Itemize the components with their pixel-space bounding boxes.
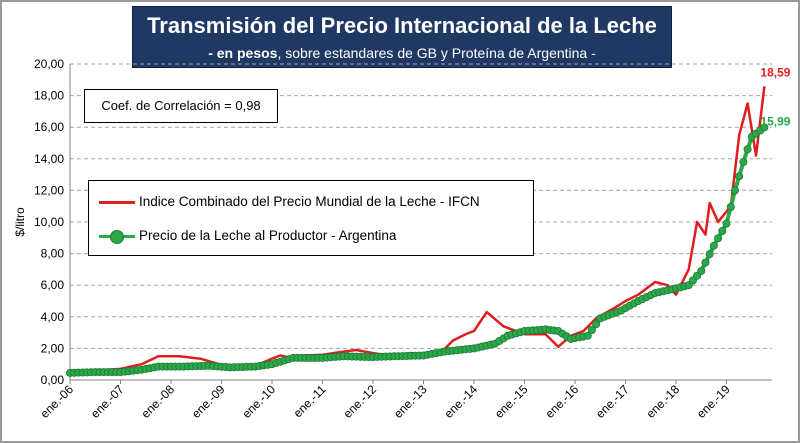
correlation-label: Coef. de Correlación = 0,98 <box>101 98 261 113</box>
y-axis-label: $/litro <box>13 207 27 237</box>
legend-marker-producer <box>110 230 124 244</box>
series-point-producer <box>743 145 752 154</box>
series-point-producer <box>592 320 601 329</box>
x-tick-label: ene.-06 <box>37 382 76 421</box>
legend-label-ifcn: Indice Combinado del Precio Mundial de l… <box>139 194 480 209</box>
chart-subtitle: - en pesos, sobre estandares de GB y Pro… <box>133 45 671 61</box>
y-tick-label: 2,00 <box>41 341 65 355</box>
x-tick-label: ene.-14 <box>441 382 480 421</box>
series-point-producer <box>714 234 723 243</box>
x-tick-label: ene.-18 <box>643 382 682 421</box>
y-tick-label: 16,00 <box>34 120 64 134</box>
correlation-box: Coef. de Correlación = 0,98 <box>84 89 278 123</box>
series-point-producer <box>722 219 731 228</box>
series-point-producer <box>731 186 740 195</box>
end-label-ifcn: 18,59 <box>760 65 790 79</box>
series-point-producer <box>739 157 748 166</box>
subtitle-rest: , sobre estandares de GB y Proteína de A… <box>277 45 596 61</box>
x-tick-label: ene.-17 <box>593 382 632 421</box>
x-tick-label: ene.-16 <box>542 382 581 421</box>
y-tick-label: 12,00 <box>34 183 64 197</box>
y-tick-label: 8,00 <box>41 247 65 261</box>
series-point-producer <box>760 123 769 132</box>
series-point-producer <box>697 266 706 275</box>
x-tick-label: ene.-09 <box>189 382 228 421</box>
x-tick-label: ene.-12 <box>340 382 379 421</box>
y-tick-label: 14,00 <box>34 152 64 166</box>
y-tick-label: 6,00 <box>41 278 65 292</box>
legend-label-producer: Precio de la Leche al Productor - Argent… <box>139 228 397 243</box>
x-tick-label: ene.-07 <box>88 382 127 421</box>
x-tick-label: ene.-13 <box>391 382 430 421</box>
y-tick-label: 18,00 <box>34 89 64 103</box>
y-tick-label: 4,00 <box>41 310 65 324</box>
legend-swatch-ifcn <box>99 201 135 204</box>
subtitle-bold: - en pesos <box>208 45 278 61</box>
y-tick-label: 20,00 <box>34 57 64 71</box>
x-tick-label: ene.-15 <box>492 382 531 421</box>
x-tick-label: ene.-11 <box>291 382 329 420</box>
series-point-producer <box>735 172 744 181</box>
title-banner: Transmisión del Precio Internacional de … <box>132 6 672 68</box>
series-point-producer <box>705 250 714 259</box>
x-tick-label: ene.-10 <box>239 382 278 421</box>
x-tick-label: ene.-08 <box>138 382 177 421</box>
x-tick-label: ene.-19 <box>694 382 733 421</box>
series-point-producer <box>718 226 727 235</box>
series-point-producer <box>709 241 718 250</box>
y-tick-label: 0,00 <box>41 373 65 387</box>
series-point-producer <box>583 331 592 340</box>
legend: Indice Combinado del Precio Mundial de l… <box>88 180 534 256</box>
chart-title: Transmisión del Precio Internacional de … <box>147 13 657 38</box>
series-point-producer <box>587 325 596 334</box>
end-label-producer: 15,99 <box>760 114 790 128</box>
series-point-producer <box>701 258 710 267</box>
series-point-producer <box>726 202 735 211</box>
y-tick-label: 10,00 <box>34 215 64 229</box>
